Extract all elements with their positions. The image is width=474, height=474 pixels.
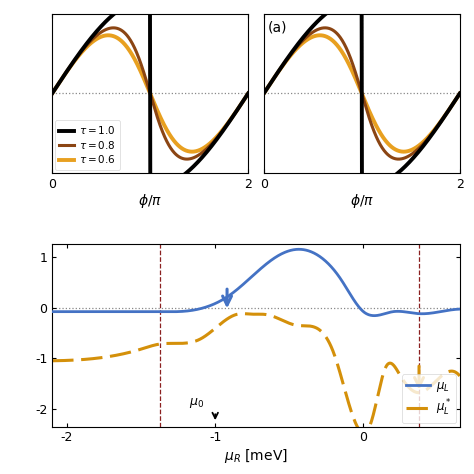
X-axis label: $\mu_R$ [meV]: $\mu_R$ [meV]: [224, 447, 288, 465]
$\mu_L$: [375, 312, 381, 318]
$\mu_L$: [296, 246, 302, 252]
$\mu_L$: [91, 309, 97, 314]
X-axis label: $\phi/\pi$: $\phi/\pi$: [138, 192, 162, 210]
$\mu_L$: [214, 300, 220, 306]
Text: (a): (a): [268, 20, 287, 35]
$\mu_L^*$: [91, 356, 97, 361]
Legend: $\mu_L$, $\mu_L^*$: $\mu_L$, $\mu_L^*$: [401, 374, 456, 423]
$\mu_L$: [457, 306, 463, 312]
$\mu_L^*$: [361, 430, 366, 436]
$\mu_L$: [329, 265, 335, 271]
$\mu_L$: [49, 309, 55, 314]
$\mu_L^*$: [240, 311, 246, 317]
$\mu_L^*$: [368, 420, 374, 426]
$\mu_L^*$: [49, 358, 55, 364]
Line: $\mu_L^*$: $\mu_L^*$: [52, 314, 460, 433]
$\mu_L^*$: [214, 324, 220, 329]
$\mu_L$: [371, 313, 377, 319]
$\mu_L$: [229, 291, 235, 297]
Line: $\mu_L$: $\mu_L$: [52, 249, 460, 316]
$\mu_L^*$: [375, 391, 381, 397]
X-axis label: $\phi/\pi$: $\phi/\pi$: [350, 192, 374, 210]
$\mu_L^*$: [329, 347, 335, 353]
Text: $\mu_0$: $\mu_0$: [189, 396, 204, 410]
$\mu_L$: [367, 312, 373, 318]
Legend: $\tau = 1.0$, $\tau = 0.8$, $\tau = 0.6$: $\tau = 1.0$, $\tau = 0.8$, $\tau = 0.6$: [55, 120, 120, 170]
$\mu_L^*$: [229, 313, 235, 319]
$\mu_L^*$: [457, 373, 463, 379]
